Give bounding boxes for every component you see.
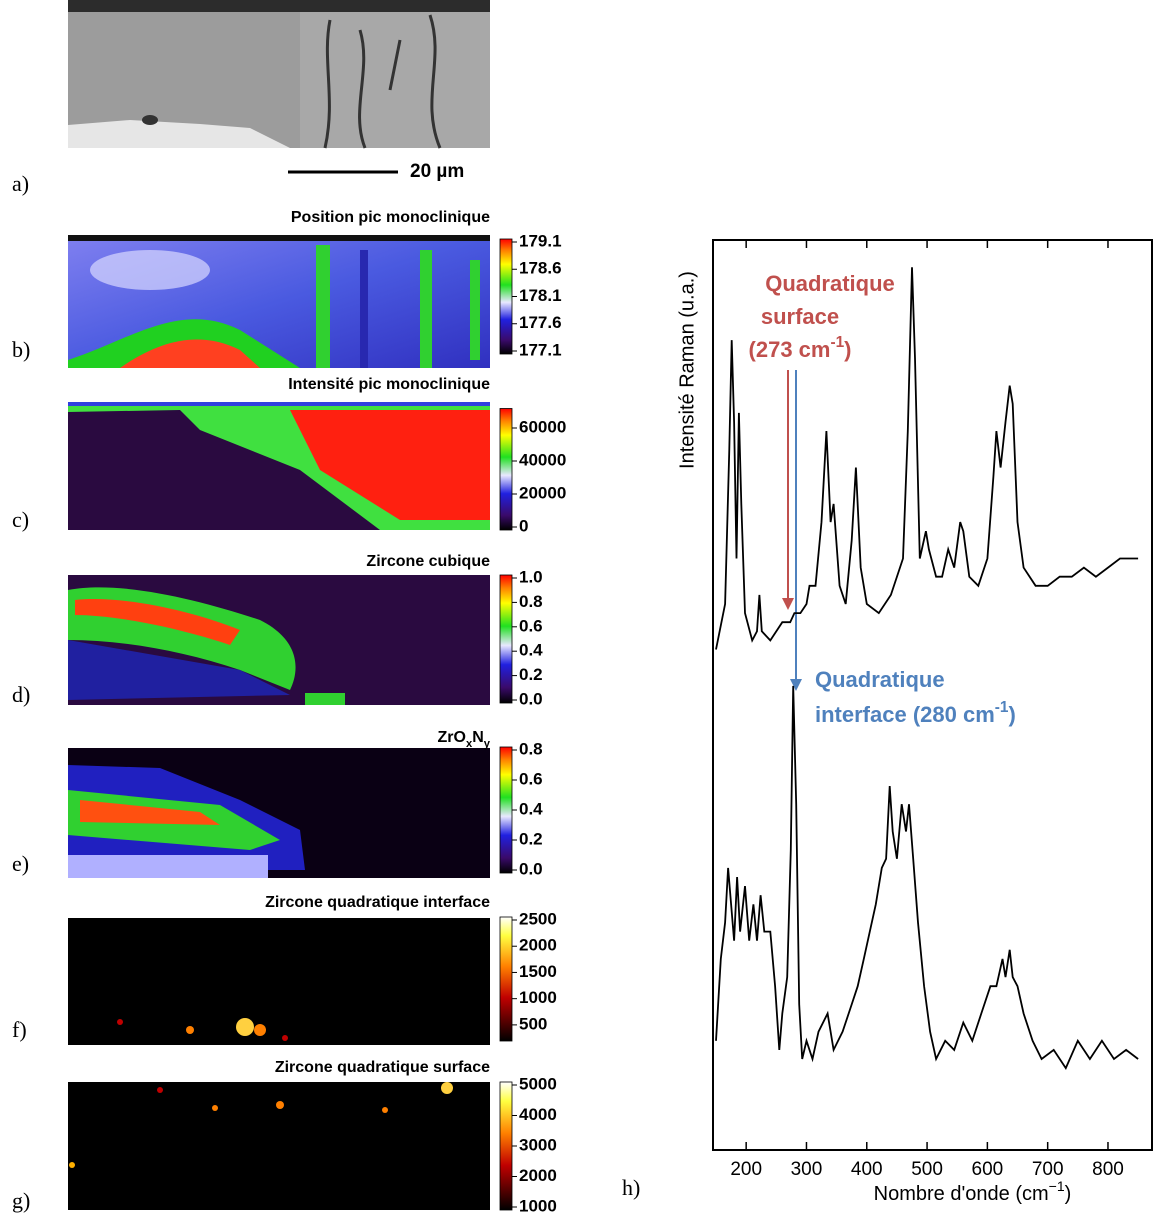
text-part: ZrO [438,729,466,746]
text-part: -1 [995,699,1009,716]
colorbar-tick-label: 177.6 [519,313,562,332]
text-part: N [472,729,484,746]
panel-label: b) [12,337,30,362]
colorbar-tick-label: 0.2 [519,829,543,848]
x-tick-label: 800 [1092,1159,1124,1180]
colorbar-tick-label: 60000 [519,417,566,436]
spectrum-line [715,267,1139,650]
text-part: surface [761,304,839,329]
colorbar [499,916,513,1042]
x-tick-label: 400 [851,1159,883,1180]
panel-label: g) [12,1188,30,1213]
text-part: ) [1065,1183,1072,1205]
panel-label: h) [622,1175,640,1200]
y-axis-label: Intensité Raman (u.a.) [676,271,698,469]
colorbar-tick-label: 179.1 [519,231,562,250]
colorbar-tick-label: 0.2 [519,665,543,684]
annotation: Quadratique [815,667,945,692]
colorbar-tick-label: 0.6 [519,616,543,635]
colorbar-tick-label: 500 [519,1014,547,1033]
colorbar-tick-label: 1000 [519,988,557,1007]
colorbar-tick-label: 1.0 [519,567,543,586]
colorbar-tick-label: 0.0 [519,859,543,878]
text-part: interface (280 cm [815,702,995,727]
colorbar-tick-label: 178.1 [519,286,562,305]
annotation: Quadratique [765,271,895,296]
colorbar-tick-label: 4000 [519,1105,557,1124]
colorbar-tick-label: 1500 [519,962,557,981]
panel-label: d) [12,682,30,707]
colorbar-tick-label: 40000 [519,450,566,469]
colorbar-tick-label: 177.1 [519,340,562,359]
colorbar [499,1081,513,1211]
text-part: -1 [830,334,844,351]
colorbar-tick-label: 2000 [519,936,557,955]
text-part: y [484,738,491,750]
colorbar-tick-label: 3000 [519,1135,557,1154]
text-part: x [466,738,473,750]
x-tick-label: 200 [730,1159,762,1180]
colorbar [499,746,513,874]
colorbar-tick-label: 0.8 [519,592,543,611]
annotation: (273 cm-1) [749,334,852,362]
arrow-head [790,679,802,691]
colorbar-tick-label: 1000 [519,1196,557,1215]
spectrum-line [715,685,1139,1070]
annotation: surface [761,304,839,329]
colorbar-tick-label: 0 [519,516,528,535]
map-e [68,748,490,878]
map-title: Zircone cubique [366,553,490,570]
colorbar-tick-label: 20000 [519,483,566,502]
colorbar-tick-label: 0.4 [519,799,543,818]
text-part: Quadratique [815,667,945,692]
annotation: interface (280 cm-1) [815,699,1016,727]
map-title: ZrOxNy [438,729,491,750]
map-title: Intensité pic monoclinique [288,376,490,393]
text-part: Nombre d'onde (cm [874,1183,1049,1205]
colorbar [499,238,513,355]
x-axis-label: Nombre d'onde (cm−1) [874,1178,1072,1206]
colorbar-tick-label: 2000 [519,1166,557,1185]
sem-image [68,0,490,149]
x-tick-label: 700 [1032,1159,1064,1180]
map-title: Zircone quadratique surface [275,1059,490,1076]
x-tick-label: 300 [791,1159,823,1180]
colorbar-tick-label: 178.6 [519,259,562,278]
panel-label: c) [12,507,29,532]
colorbar-tick-label: 0.0 [519,689,543,708]
colorbar-tick-label: 2500 [519,909,557,928]
map-title: Zircone quadratique interface [265,894,490,911]
arrow-head [782,598,794,610]
colorbar [499,408,513,531]
map-b [68,235,490,368]
colorbar [499,574,513,704]
colorbar-tick-label: 5000 [519,1074,557,1093]
map-title: Position pic monoclinique [291,209,490,226]
panel-label: e) [12,851,29,876]
colorbar-tick-label: 0.6 [519,769,543,788]
panel-label: a) [12,171,29,196]
map-c [68,402,490,530]
text-part: ) [844,337,851,362]
text-part: Quadratique [765,271,895,296]
text-part: (273 cm [749,337,831,362]
text-part: −1 [1049,1178,1065,1194]
panel-label: f) [12,1017,27,1042]
x-tick-label: 600 [972,1159,1004,1180]
colorbar-tick-label: 0.8 [519,739,543,758]
x-tick-label: 500 [911,1159,943,1180]
plot-frame [712,239,1153,1151]
colorbar-tick-label: 0.4 [519,641,543,660]
text-part: ) [1008,702,1015,727]
map-g [68,1082,490,1210]
scale-label: 20 µm [410,161,464,182]
map-d [68,575,490,705]
map-f [68,918,490,1045]
